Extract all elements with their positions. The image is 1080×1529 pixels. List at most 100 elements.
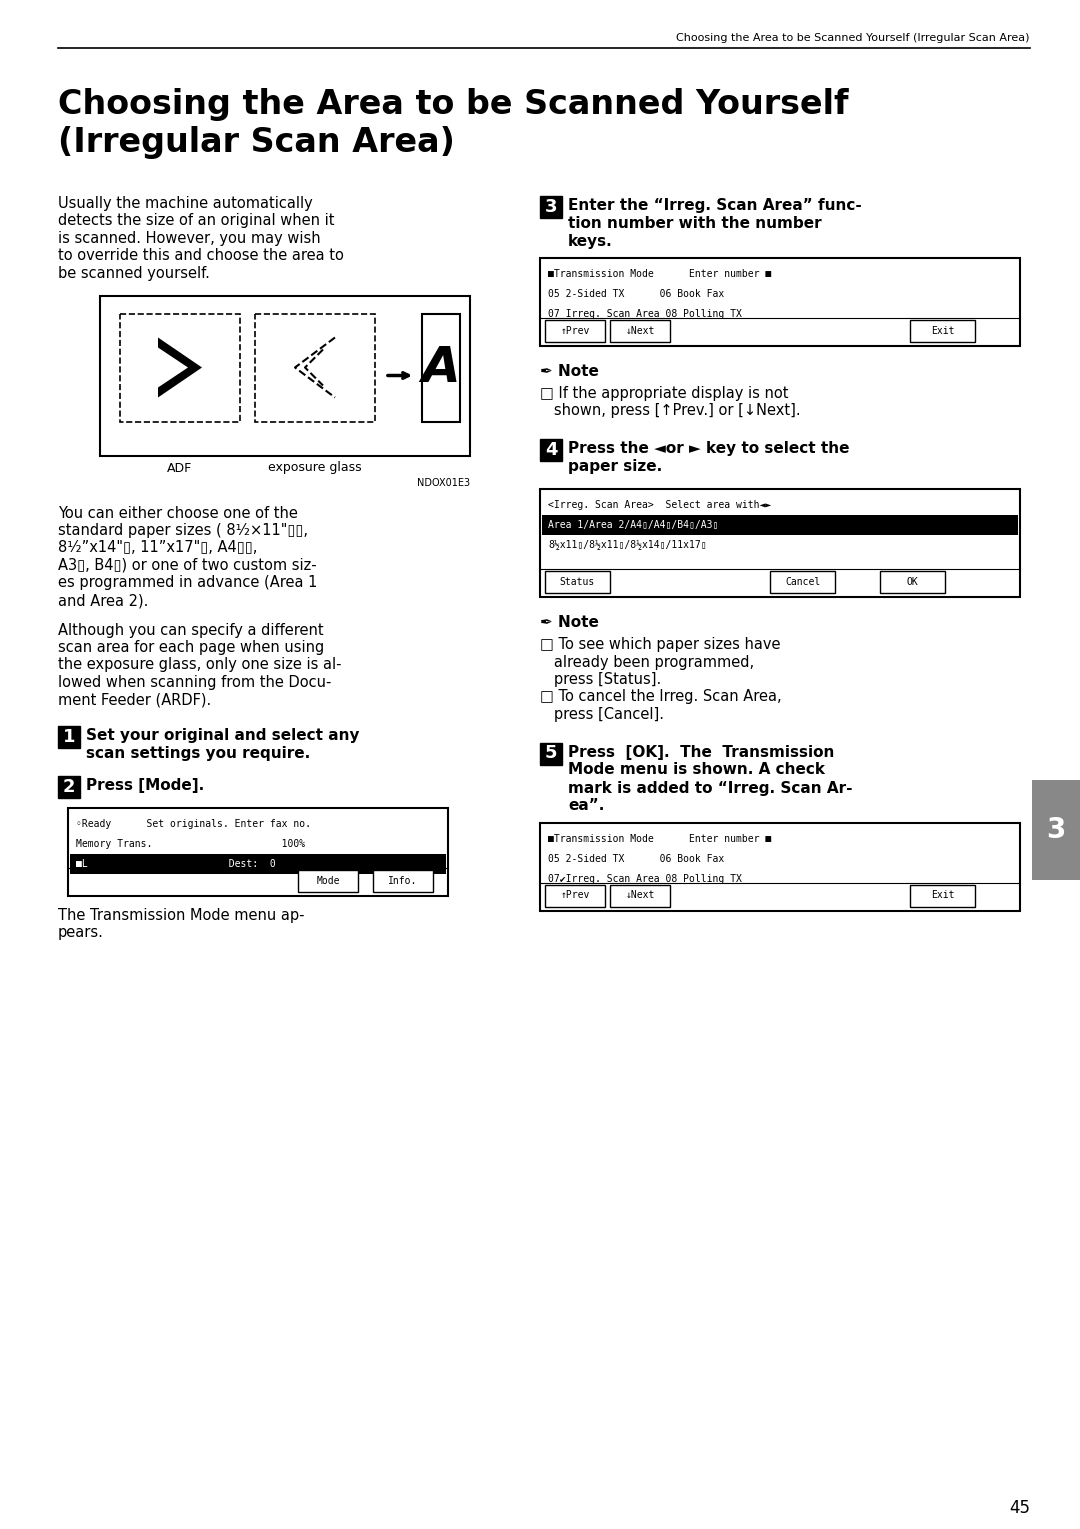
Text: keys.: keys. [568,234,612,249]
Bar [373,870,433,891]
Text: Press  [OK].  The  Transmission: Press [OK]. The Transmission [568,745,835,760]
Text: press [Status].: press [Status]. [540,673,661,687]
Text: Set your original and select any: Set your original and select any [86,728,360,743]
Text: Exit: Exit [931,890,955,901]
Bar [880,570,945,593]
Bar [298,870,357,891]
Text: 3: 3 [1047,816,1066,844]
Text: (Irregular Scan Area): (Irregular Scan Area) [58,125,455,159]
Text: □ If the appropriate display is not: □ If the appropriate display is not [540,385,788,401]
Text: ea”.: ea”. [568,798,605,813]
Text: and Area 2).: and Area 2). [58,593,148,609]
Text: 2: 2 [63,778,76,797]
Bar [910,884,975,907]
Bar [58,726,80,748]
Text: press [Cancel].: press [Cancel]. [540,706,664,722]
Text: OK: OK [906,576,918,587]
Text: ■L                        Dest:  0: ■L Dest: 0 [76,859,275,868]
Text: Although you can specify a different: Although you can specify a different [58,622,324,638]
Text: Press [Mode].: Press [Mode]. [86,778,204,794]
Text: 1: 1 [63,728,76,746]
Text: <Irreg. Scan Area>  Select area with◄►: <Irreg. Scan Area> Select area with◄► [548,500,771,511]
Bar [540,743,562,764]
Text: ◦Ready      Set originals. Enter fax no.: ◦Ready Set originals. Enter fax no. [76,820,311,829]
Text: detects the size of an original when it: detects the size of an original when it [58,214,335,228]
Text: exposure glass: exposure glass [268,462,362,474]
Text: scan settings you require.: scan settings you require. [86,746,310,761]
Text: Choosing the Area to be Scanned Yourself: Choosing the Area to be Scanned Yourself [58,89,849,121]
Text: ment Feeder (ARDF).: ment Feeder (ARDF). [58,693,212,708]
Text: A3▯, B4▯) or one of two custom siz-: A3▯, B4▯) or one of two custom siz- [58,558,316,573]
Text: ■Transmission Mode      Enter number ■: ■Transmission Mode Enter number ■ [548,269,771,278]
Text: lowed when scanning from the Docu-: lowed when scanning from the Docu- [58,674,332,690]
Text: 07 Irreg. Scan Area 08 Polling TX: 07 Irreg. Scan Area 08 Polling TX [548,309,742,320]
Text: tion number with the number: tion number with the number [568,216,822,231]
Bar [540,439,562,462]
Text: already been programmed,: already been programmed, [540,654,754,670]
Bar [68,807,448,896]
Bar [422,313,460,422]
Text: ↓Next: ↓Next [625,326,654,336]
Text: ✒ Note: ✒ Note [540,615,599,630]
Text: Enter the “Irreg. Scan Area” func-: Enter the “Irreg. Scan Area” func- [568,197,862,213]
Text: to override this and choose the area to: to override this and choose the area to [58,249,343,263]
Bar [70,855,446,875]
Bar [545,884,605,907]
Text: standard paper sizes ( 8¹⁄₂×11"▯▯,: standard paper sizes ( 8¹⁄₂×11"▯▯, [58,523,308,538]
Text: scan area for each page when using: scan area for each page when using [58,641,324,654]
Text: Choosing the Area to be Scanned Yourself (Irregular Scan Area): Choosing the Area to be Scanned Yourself… [676,34,1030,43]
Text: be scanned yourself.: be scanned yourself. [58,266,210,281]
Text: ■Transmission Mode      Enter number ■: ■Transmission Mode Enter number ■ [548,833,771,844]
Polygon shape [158,338,202,398]
Text: ↓Next: ↓Next [625,890,654,901]
Text: pears.: pears. [58,925,104,940]
Text: Exit: Exit [931,326,955,336]
Text: 8¹⁄₂”x14"▯, 11”x17"▯, A4▯▯,: 8¹⁄₂”x14"▯, 11”x17"▯, A4▯▯, [58,540,257,555]
Bar [610,884,670,907]
Text: es programmed in advance (Area 1: es programmed in advance (Area 1 [58,575,318,590]
Text: ADF: ADF [167,462,192,474]
Text: is scanned. However, you may wish: is scanned. However, you may wish [58,231,321,246]
Text: mark is added to “Irreg. Scan Ar-: mark is added to “Irreg. Scan Ar- [568,780,852,795]
Text: Press the ◄or ► key to select the: Press the ◄or ► key to select the [568,440,850,456]
Text: ↑Prev: ↑Prev [561,326,590,336]
Bar [255,313,375,422]
Text: □ To cancel the Irreg. Scan Area,: □ To cancel the Irreg. Scan Area, [540,690,782,705]
Text: 05 2-Sided TX      06 Book Fax: 05 2-Sided TX 06 Book Fax [548,853,725,864]
Bar [610,320,670,342]
Text: 3: 3 [544,197,557,216]
Text: Status: Status [559,576,595,587]
Text: paper size.: paper size. [568,459,662,474]
Bar [545,320,605,342]
Text: □ To see which paper sizes have: □ To see which paper sizes have [540,638,781,651]
Text: Cancel: Cancel [785,576,820,587]
Bar [770,570,835,593]
Text: Mode menu is shown. A check: Mode menu is shown. A check [568,763,825,778]
Text: A: A [421,344,460,391]
Text: You can either choose one of the: You can either choose one of the [58,506,298,520]
Text: Info.: Info. [389,876,418,885]
Text: ↑Prev: ↑Prev [561,890,590,901]
Bar [542,515,1018,535]
Text: Mode: Mode [316,876,340,885]
Text: Area 1/Area 2/A4▯/A4▯/B4▯/A3▯: Area 1/Area 2/A4▯/A4▯/B4▯/A3▯ [548,520,718,531]
Text: Usually the machine automatically: Usually the machine automatically [58,196,313,211]
Bar [910,320,975,342]
Bar [540,823,1020,910]
Bar [545,570,610,593]
Bar [540,258,1020,346]
Bar [120,313,240,422]
Bar [58,777,80,798]
Bar [540,196,562,219]
Text: 4: 4 [544,440,557,459]
Text: 5: 5 [544,745,557,763]
Bar [100,295,470,456]
Text: The Transmission Mode menu ap-: The Transmission Mode menu ap- [58,908,305,924]
Bar [540,489,1020,596]
Text: 05 2-Sided TX      06 Book Fax: 05 2-Sided TX 06 Book Fax [548,289,725,300]
Text: NDOX01E3: NDOX01E3 [417,477,470,488]
Bar [1032,780,1080,881]
Text: the exposure glass, only one size is al-: the exposure glass, only one size is al- [58,657,341,673]
Text: Memory Trans.                      100%: Memory Trans. 100% [76,839,306,849]
Text: 45: 45 [1009,1498,1030,1517]
